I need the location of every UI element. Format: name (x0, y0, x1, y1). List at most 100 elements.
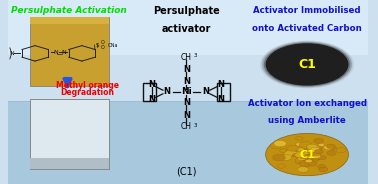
Circle shape (297, 156, 306, 161)
Circle shape (262, 41, 352, 87)
Circle shape (319, 167, 328, 172)
Text: N: N (54, 50, 58, 55)
Text: N: N (62, 50, 66, 55)
Circle shape (307, 145, 319, 151)
Circle shape (305, 154, 313, 158)
Text: O: O (101, 40, 105, 45)
Bar (8, 101, 368, 184)
Circle shape (297, 154, 306, 158)
Circle shape (310, 147, 320, 153)
Circle shape (327, 151, 336, 155)
Circle shape (304, 151, 314, 156)
Text: N: N (217, 80, 224, 89)
Circle shape (264, 42, 350, 86)
Circle shape (273, 154, 285, 161)
Circle shape (260, 40, 354, 88)
Text: S: S (96, 43, 99, 48)
Text: N: N (149, 80, 156, 89)
Circle shape (270, 143, 282, 149)
Text: onto Activated Carbon: onto Activated Carbon (252, 24, 362, 33)
Circle shape (308, 161, 317, 166)
Text: N: N (183, 98, 190, 107)
Text: Methyl orange: Methyl orange (56, 81, 119, 90)
Circle shape (318, 164, 325, 169)
Circle shape (298, 154, 304, 157)
Circle shape (307, 144, 318, 150)
Circle shape (313, 138, 324, 143)
Circle shape (302, 160, 311, 164)
Circle shape (303, 156, 310, 159)
Circle shape (302, 152, 314, 158)
Circle shape (280, 154, 292, 160)
Circle shape (305, 159, 312, 163)
Text: CH: CH (181, 53, 192, 61)
Circle shape (297, 167, 309, 172)
Circle shape (336, 148, 346, 153)
Text: (C1): (C1) (176, 166, 197, 176)
Circle shape (296, 142, 303, 146)
Circle shape (311, 157, 319, 161)
Bar (8, 0, 368, 101)
Text: activator: activator (162, 24, 211, 34)
Circle shape (304, 149, 312, 154)
Text: Activator Ion exchanged: Activator Ion exchanged (248, 99, 367, 108)
Text: Activator Immobilised: Activator Immobilised (253, 6, 361, 15)
Circle shape (313, 152, 321, 156)
Text: N: N (217, 95, 224, 104)
Circle shape (299, 160, 312, 167)
Circle shape (284, 150, 296, 156)
Text: using Amberlite: using Amberlite (268, 116, 346, 125)
Bar (143, 83, 156, 101)
Circle shape (287, 145, 299, 151)
Text: O: O (101, 45, 105, 50)
Bar (217, 83, 229, 101)
Circle shape (280, 149, 287, 153)
Circle shape (295, 158, 304, 163)
Text: N: N (203, 88, 210, 96)
Text: Ni: Ni (181, 88, 192, 96)
Circle shape (306, 155, 314, 159)
Circle shape (277, 164, 285, 168)
Circle shape (274, 140, 287, 147)
Text: ONa: ONa (108, 43, 119, 48)
Circle shape (266, 43, 349, 86)
Circle shape (318, 143, 324, 146)
Circle shape (266, 133, 349, 176)
Text: N: N (183, 65, 190, 73)
Text: CH: CH (181, 123, 192, 131)
Circle shape (295, 160, 302, 164)
Circle shape (314, 149, 323, 154)
Circle shape (312, 145, 322, 151)
Circle shape (327, 146, 336, 150)
Circle shape (310, 154, 321, 160)
Circle shape (308, 149, 318, 154)
Text: N: N (149, 95, 156, 104)
Text: N: N (163, 88, 170, 96)
Text: N: N (183, 77, 190, 86)
Circle shape (296, 137, 303, 140)
Circle shape (299, 142, 312, 148)
Circle shape (295, 153, 305, 158)
Text: N: N (183, 111, 190, 119)
Circle shape (318, 155, 326, 160)
Bar (30, 158, 109, 169)
Circle shape (310, 153, 320, 158)
Bar (30, 99, 109, 169)
Circle shape (292, 154, 299, 157)
Circle shape (293, 151, 300, 155)
Text: Persulphate Activation: Persulphate Activation (11, 6, 127, 15)
Text: N: N (9, 51, 14, 56)
Text: C1: C1 (298, 58, 316, 71)
Bar (30, 17, 109, 86)
Text: Degradation: Degradation (60, 89, 114, 97)
Circle shape (302, 152, 309, 155)
Circle shape (294, 151, 306, 158)
Circle shape (311, 150, 321, 155)
Bar (30, 17, 109, 24)
Text: 3: 3 (194, 53, 197, 58)
Circle shape (297, 148, 305, 152)
Bar (8, 0, 368, 55)
Text: Persulphate: Persulphate (153, 6, 220, 15)
Circle shape (311, 154, 321, 158)
Text: 3: 3 (194, 123, 197, 128)
